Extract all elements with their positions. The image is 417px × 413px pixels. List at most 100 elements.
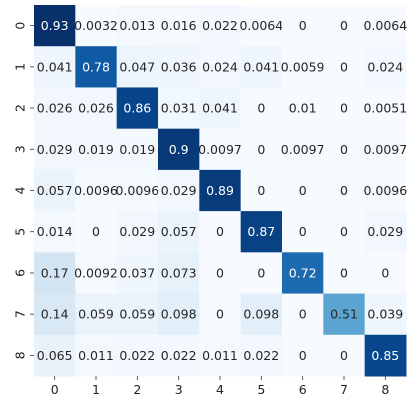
cell-label-1-2: 0.047 — [119, 59, 155, 74]
y-tick-label-1: 1 — [13, 63, 28, 71]
cell-label-6-3: 0.073 — [161, 265, 197, 280]
cell-label-7-0: 0.14 — [41, 307, 69, 322]
y-tick-label-7: 7 — [13, 310, 28, 318]
cell-label-2-8: 0.0051 — [363, 101, 407, 116]
x-tick-label-2: 2 — [133, 382, 141, 397]
heatmap-cell-4-5 — [240, 169, 283, 212]
y-tick-label-8: 8 — [13, 351, 28, 359]
heatmap-cell-4-7 — [323, 169, 366, 212]
x-tick-label-7: 7 — [340, 382, 348, 397]
cell-label-5-6: 0 — [299, 224, 307, 239]
heatmap-cell-6-6 — [282, 252, 324, 295]
x-axis-ticks: 0 1 2 3 4 5 6 7 8 — [51, 376, 389, 397]
x-tick-label-3: 3 — [175, 382, 183, 397]
heatmap-cell-5-6 — [282, 211, 324, 253]
y-tick-label-5: 5 — [13, 228, 28, 236]
heatmap-cell-2-2 — [116, 87, 159, 130]
heatmap-cell-1-1 — [75, 46, 118, 88]
cell-label-3-6: 0.0097 — [281, 142, 325, 157]
heatmap-cell-5-0 — [34, 211, 76, 253]
cell-label-4-7: 0 — [340, 183, 348, 198]
heatmap-cell-4-0 — [34, 169, 76, 212]
heatmap-cell-2-7 — [323, 87, 366, 130]
cell-label-7-4: 0 — [216, 307, 224, 322]
cell-label-5-3: 0.057 — [161, 224, 197, 239]
heatmap-cell-1-5 — [240, 46, 283, 88]
heatmap-cell-7-2 — [116, 293, 159, 336]
y-axis-ticks: 0 1 2 3 4 5 6 7 8 — [13, 22, 34, 359]
heatmap-cell-8-1 — [75, 334, 118, 377]
cell-label-8-3: 0.022 — [161, 348, 197, 363]
cell-label-3-4: 0.0097 — [198, 142, 242, 157]
heatmap-cell-1-4 — [199, 46, 242, 88]
cell-label-2-0: 0.026 — [37, 101, 73, 116]
heatmap-cell-1-8 — [364, 46, 407, 88]
heatmap-cell-8-2 — [116, 334, 159, 377]
cell-label-0-2: 0.013 — [119, 18, 155, 33]
cell-label-1-6: 0.0059 — [281, 59, 325, 74]
cell-label-4-1: 0.0096 — [74, 183, 118, 198]
cell-label-3-2: 0.019 — [119, 142, 155, 157]
heatmap-cell-8-6 — [282, 334, 324, 377]
cell-label-7-1: 0.059 — [78, 307, 114, 322]
cell-label-2-2: 0.86 — [123, 101, 151, 116]
cell-label-4-8: 0.0096 — [363, 183, 407, 198]
cell-label-0-6: 0 — [299, 18, 307, 33]
heatmap-cell-7-6 — [282, 293, 324, 336]
cell-label-7-5: 0.098 — [243, 307, 279, 322]
heatmap-cell-2-3 — [158, 87, 200, 130]
heatmap-cell-8-8 — [364, 334, 407, 377]
cell-label-4-0: 0.057 — [37, 183, 73, 198]
cell-label-3-7: 0 — [340, 142, 348, 157]
heatmap-cell-3-2 — [116, 128, 159, 171]
cell-label-4-4: 0.89 — [206, 183, 234, 198]
cell-label-0-8: 0.0064 — [363, 18, 407, 33]
y-tick-label-2: 2 — [13, 104, 28, 112]
heatmap-cell-2-4 — [199, 87, 242, 130]
heatmap-cell-6-3 — [158, 252, 200, 295]
heatmap-cell-2-6 — [282, 87, 324, 130]
heatmap-cell-8-5 — [240, 334, 283, 377]
x-tick-label-1: 1 — [92, 382, 100, 397]
cell-label-2-3: 0.031 — [161, 101, 197, 116]
heatmap-cell-3-1 — [75, 128, 118, 171]
cell-label-4-3: 0.029 — [161, 183, 197, 198]
heatmap-cell-6-5 — [240, 252, 283, 295]
heatmap-cell-1-2 — [116, 46, 159, 88]
cell-label-5-5: 0.87 — [247, 224, 275, 239]
cell-label-8-4: 0.011 — [202, 348, 238, 363]
heatmap-cell-5-2 — [116, 211, 159, 253]
heatmap-cell-0-6 — [282, 5, 324, 47]
x-tick-label-5: 5 — [257, 382, 265, 397]
heatmap-cell-6-0 — [34, 252, 76, 295]
heatmap-cell-3-0 — [34, 128, 76, 171]
heatmap-cell-2-5 — [240, 87, 283, 130]
heatmap-cell-4-2 — [116, 169, 159, 212]
heatmap-cell-5-1 — [75, 211, 118, 253]
cell-label-7-3: 0.098 — [161, 307, 197, 322]
heatmap-cell-3-3 — [158, 128, 200, 171]
cell-label-6-7: 0 — [340, 265, 348, 280]
cell-label-2-7: 0 — [340, 101, 348, 116]
heatmap-cell-7-3 — [158, 293, 200, 336]
cell-label-8-1: 0.011 — [78, 348, 114, 363]
cell-label-6-5: 0 — [257, 265, 265, 280]
heatmap-cell-6-4 — [199, 252, 242, 295]
cell-label-8-5: 0.022 — [243, 348, 279, 363]
cell-label-8-7: 0 — [340, 348, 348, 363]
heatmap-cell-0-0 — [34, 5, 76, 47]
cell-label-8-0: 0.065 — [37, 348, 73, 363]
cell-label-7-6: 0 — [299, 307, 307, 322]
cell-label-0-7: 0 — [340, 18, 348, 33]
heatmap-cell-1-3 — [158, 46, 200, 88]
cell-label-3-8: 0.0097 — [363, 142, 407, 157]
cell-label-2-4: 0.041 — [202, 101, 238, 116]
y-tick-label-6: 6 — [13, 269, 28, 277]
cell-label-5-0: 0.014 — [37, 224, 73, 239]
heatmap-cell-5-7 — [323, 211, 366, 253]
cell-label-5-1: 0 — [92, 224, 100, 239]
cell-label-0-5: 0.0064 — [239, 18, 283, 33]
cell-label-3-5: 0 — [257, 142, 265, 157]
y-tick-label-3: 3 — [13, 145, 28, 153]
